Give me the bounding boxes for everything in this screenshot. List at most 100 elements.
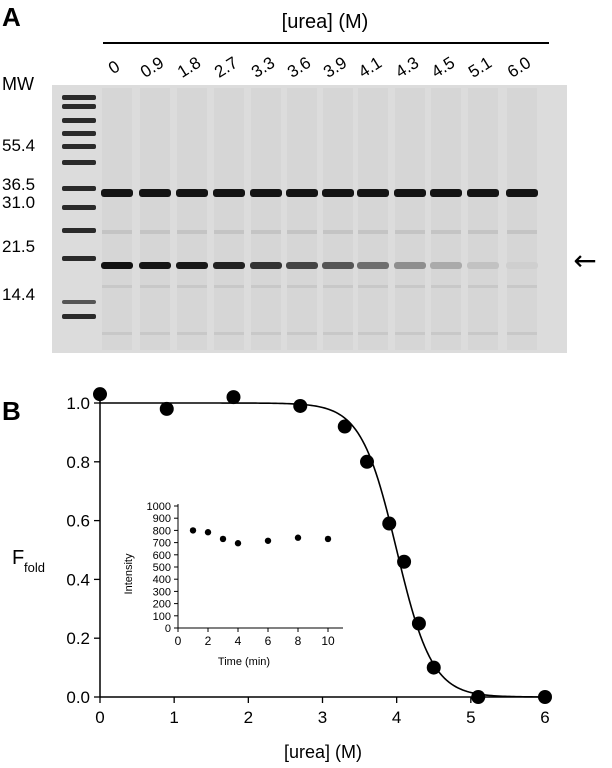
inset-data-point — [189, 527, 197, 534]
gel-band-36kda — [101, 189, 133, 197]
gel-band-36kda — [176, 189, 208, 197]
gel-band-36kda — [322, 189, 354, 197]
inset-x-tick-label: 10 — [321, 634, 335, 648]
gel-band-target — [467, 262, 499, 269]
main-y-tick-label: 0.8 — [66, 453, 90, 472]
main-data-point — [426, 660, 441, 675]
gel-lane — [323, 88, 353, 350]
band-arrow-icon: ← — [573, 244, 596, 277]
inset-chart: 0 2 4 6 8 10 01002003004005006007008009001000… — [123, 501, 343, 668]
faint-band — [177, 230, 207, 234]
faint-band — [431, 230, 461, 234]
lane-label: 3.3 — [248, 53, 278, 82]
gel-band-target — [394, 262, 426, 269]
ladder-band — [62, 256, 96, 261]
panel-a-label: A — [2, 2, 21, 32]
ladder-band — [62, 300, 96, 304]
main-x-tick-label: 4 — [392, 708, 401, 727]
mw-marker-label: 31.0 — [2, 193, 35, 212]
faint-band — [140, 285, 170, 288]
ladder-band — [62, 104, 96, 109]
inset-y-tick-label: 800 — [153, 525, 171, 537]
main-x-tick-label: 2 — [244, 708, 253, 727]
inset-x-tick-label: 6 — [265, 634, 272, 648]
gel-lane — [358, 88, 388, 350]
gel-lane — [251, 88, 281, 350]
gel-band-target — [139, 262, 171, 269]
faint-band — [468, 285, 498, 288]
y-label-sub: fold — [24, 560, 45, 575]
faint-band — [102, 285, 132, 288]
main-x-tick-label: 6 — [540, 708, 549, 727]
mw-labels: 55.4 36.531.0 21.5 14.4 — [2, 136, 35, 304]
faint-band — [395, 230, 425, 234]
gel-band-36kda — [139, 189, 171, 197]
main-x-tick-label: 3 — [318, 708, 327, 727]
lane-label: 0.9 — [137, 53, 167, 82]
inset-data-point — [234, 540, 242, 547]
inset-x-ticks: 0 2 4 6 8 10 — [175, 628, 335, 648]
inset-y-axis-label: Intensity — [123, 553, 135, 594]
faint-band — [214, 230, 244, 234]
gel-lane — [431, 88, 461, 350]
lane-label: 4.1 — [355, 53, 385, 82]
faint-band — [507, 285, 537, 288]
gel-bands — [101, 189, 538, 269]
gel-lane — [507, 88, 537, 350]
faint-band — [102, 230, 132, 234]
inset-x-tick-label: 0 — [175, 634, 182, 648]
main-x-tick-label: 0 — [95, 708, 104, 727]
faint-band — [102, 332, 132, 335]
gel-band-target — [286, 262, 318, 269]
main-data-point — [471, 690, 486, 704]
inset-x-tick-label: 4 — [235, 634, 242, 648]
inset-x-tick-label: 2 — [205, 634, 212, 648]
lane-label: 5.1 — [465, 53, 495, 82]
inset-y-tick-label: 1000 — [147, 501, 171, 513]
faint-band — [287, 230, 317, 234]
gel-band-36kda — [250, 189, 282, 197]
inset-y-tick-label: 700 — [153, 538, 171, 550]
lane-label: 2.7 — [211, 53, 241, 82]
faint-band — [507, 332, 537, 335]
mw-marker-label: 14.4 — [2, 285, 35, 304]
main-data-point — [226, 390, 241, 405]
mw-ladder — [62, 95, 96, 319]
faint-band — [468, 230, 498, 234]
gel-lane — [214, 88, 244, 350]
fit-curve — [100, 402, 546, 698]
lane-label: 6.0 — [504, 53, 534, 82]
faint-band — [177, 332, 207, 335]
lane-label: 4.3 — [392, 53, 422, 82]
main-x-axis-label: [urea] (M) — [284, 742, 362, 762]
faint-band — [287, 285, 317, 288]
inset-y-tick-label: 900 — [153, 513, 171, 525]
inset-data-point — [294, 534, 302, 541]
ladder-band — [62, 95, 96, 100]
inset-y-tick-label: 100 — [153, 611, 171, 623]
faint-band — [395, 332, 425, 335]
faint-band — [251, 285, 281, 288]
gel-band-target — [213, 262, 245, 269]
faint-band — [323, 230, 353, 234]
lane-label: 1.8 — [174, 53, 204, 82]
main-x-tick-label: 1 — [169, 708, 178, 727]
main-y-tick-label: 0.2 — [66, 629, 90, 648]
ladder-band — [62, 144, 96, 149]
faint-band — [358, 332, 388, 335]
gel-band-target — [176, 262, 208, 269]
main-x-tick-label: 5 — [466, 708, 475, 727]
ladder-band — [62, 228, 96, 233]
gel-band-target — [250, 262, 282, 269]
y-label-main: F — [12, 547, 24, 569]
mw-header: MW — [2, 74, 34, 94]
gel-band-target — [101, 262, 133, 269]
gel-band-target — [506, 262, 538, 269]
faint-band — [140, 230, 170, 234]
faint-band — [214, 332, 244, 335]
inset-y-tick-label: 600 — [153, 550, 171, 562]
lane-label: 3.6 — [284, 53, 314, 82]
faint-band — [431, 285, 461, 288]
main-y-axis-label: F fold — [12, 547, 45, 575]
